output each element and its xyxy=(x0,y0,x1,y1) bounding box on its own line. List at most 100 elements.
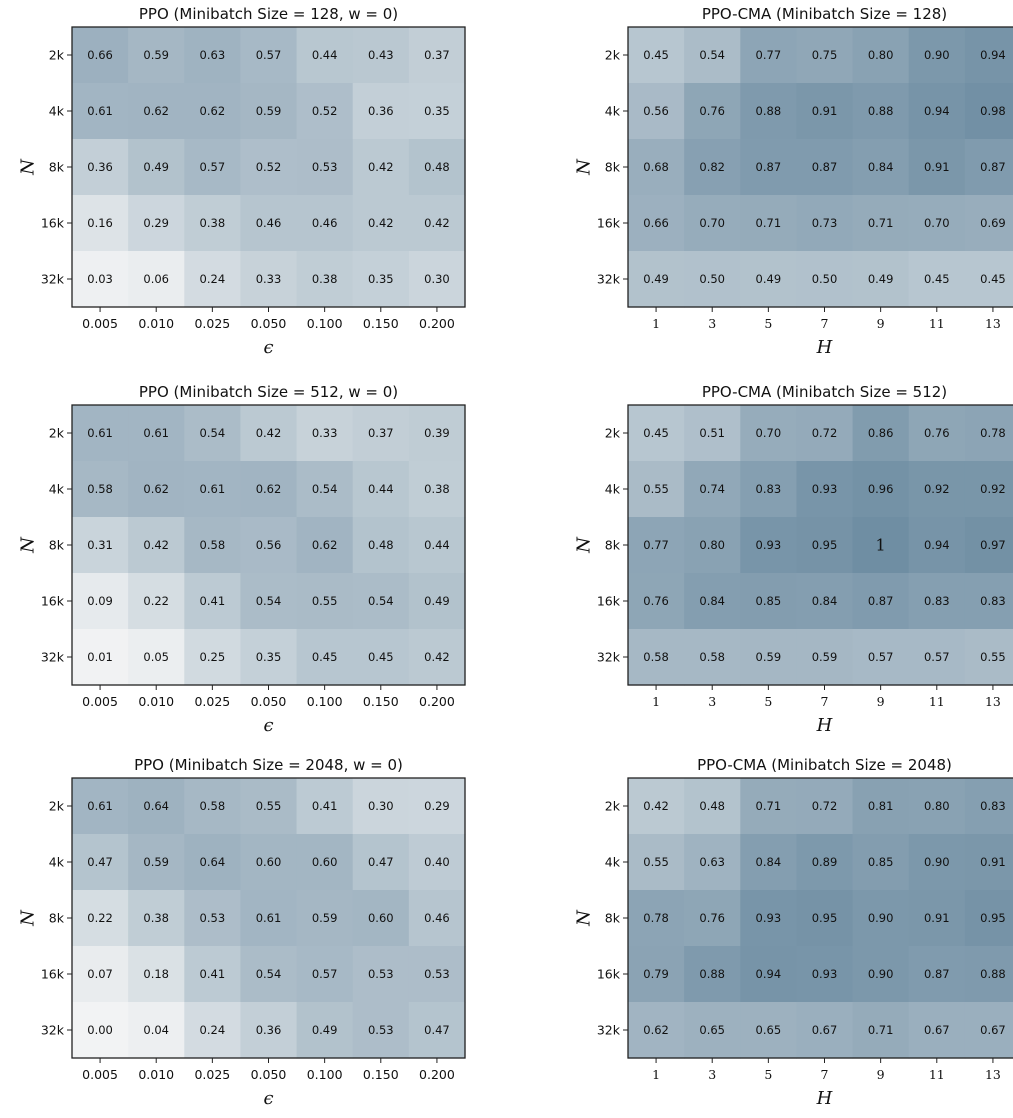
cell-value-label: 0.42 xyxy=(256,426,282,440)
cell-value-label: 0.57 xyxy=(924,650,950,664)
heatmap-cell xyxy=(296,946,354,1003)
heatmap-cell xyxy=(72,251,129,308)
y-axis-label: N xyxy=(18,536,39,554)
heatmap-cell xyxy=(72,946,129,1003)
heatmap-cell xyxy=(628,461,685,518)
heatmap-cell xyxy=(128,27,185,84)
cell-value-label: 0.61 xyxy=(87,799,113,813)
cell-value-label: 0.91 xyxy=(924,160,950,174)
cell-value-label: 0.33 xyxy=(256,272,282,286)
heatmap-cell xyxy=(240,405,298,462)
cell-value-label: 0.59 xyxy=(312,911,338,925)
heatmap-cell xyxy=(352,778,410,835)
heatmap-cell xyxy=(240,461,298,518)
cell-value-label: 0.84 xyxy=(699,594,725,608)
heatmap-cell xyxy=(852,405,910,462)
cell-value-label: 0.94 xyxy=(924,538,950,552)
heatmap-cell xyxy=(684,83,741,140)
cell-value-label: 0.65 xyxy=(699,1023,725,1037)
heatmap-cell xyxy=(408,1002,466,1059)
cell-value-label: 0.53 xyxy=(424,967,450,981)
cell-value-label: 0.01 xyxy=(87,650,113,664)
cell-value-label: 0.07 xyxy=(87,967,113,981)
cell-value-label: 0.84 xyxy=(812,594,838,608)
y-tick-label: 2k xyxy=(49,426,65,441)
heatmap-cell xyxy=(684,517,741,574)
x-tick-label: 0.150 xyxy=(363,316,399,331)
heatmap-cell xyxy=(184,517,242,574)
cell-value-label: 0.47 xyxy=(87,855,113,869)
y-tick-label: 8k xyxy=(605,911,621,926)
cell-value-label: 0.91 xyxy=(812,104,838,118)
heatmap-cell xyxy=(684,27,741,84)
cell-value-label: 0.62 xyxy=(143,104,169,118)
x-tick-label: 0.025 xyxy=(194,1067,230,1082)
x-tick-label: 13 xyxy=(985,316,1001,331)
heatmap-cell xyxy=(740,834,798,891)
cell-value-label: 0.87 xyxy=(924,967,950,981)
cell-value-label: 0.53 xyxy=(368,967,394,981)
cell-value-label: 0.83 xyxy=(980,799,1006,813)
cell-value-label: 0.18 xyxy=(143,967,169,981)
heatmap-cell xyxy=(628,890,685,947)
heatmap-cell xyxy=(908,195,966,252)
cell-value-label: 0.94 xyxy=(756,967,782,981)
heatmap-cell xyxy=(964,461,1013,518)
heatmap-cell xyxy=(852,461,910,518)
cell-value-label: 0.79 xyxy=(643,967,669,981)
cell-value-label: 0.55 xyxy=(643,855,669,869)
cell-value-label: 0.25 xyxy=(200,650,226,664)
heatmap-cell xyxy=(908,139,966,196)
cell-value-label: 0.54 xyxy=(256,594,282,608)
cell-value-label: 0.86 xyxy=(868,426,894,440)
cell-value-label: 0.05 xyxy=(143,650,169,664)
x-tick-label: 7 xyxy=(821,1067,829,1082)
y-axis-label: N xyxy=(574,158,595,176)
x-tick-label: 0.010 xyxy=(138,316,174,331)
cell-value-label: 0.37 xyxy=(424,48,450,62)
cell-value-label: 0.62 xyxy=(200,104,226,118)
cell-value-label: 0.93 xyxy=(812,482,838,496)
cell-value-label: 0.09 xyxy=(87,594,113,608)
heatmap-cell xyxy=(964,834,1013,891)
heatmap-cell xyxy=(964,83,1013,140)
cell-value-label: 0.46 xyxy=(312,216,338,230)
heatmap-cell xyxy=(184,461,242,518)
cell-value-label: 0.84 xyxy=(756,855,782,869)
heatmap-cell xyxy=(408,405,466,462)
heatmap-cell xyxy=(128,834,185,891)
x-tick-label: 11 xyxy=(929,1067,945,1082)
heatmap-cell xyxy=(964,946,1013,1003)
x-tick-label: 13 xyxy=(985,694,1001,709)
heatmap-cell xyxy=(296,405,354,462)
heatmap-cell xyxy=(352,83,410,140)
heatmap-cell xyxy=(852,629,910,686)
cell-value-label: 0.24 xyxy=(200,1023,226,1037)
heatmap-cell xyxy=(684,405,741,462)
cell-value-label: 0.80 xyxy=(868,48,894,62)
cell-value-label: 0.87 xyxy=(812,160,838,174)
x-tick-label: 0.005 xyxy=(82,694,118,709)
heatmap-panel: 0.45 0.51 0.70 0.72 0.86 0.76 0.78 0.55 0.74 0.83… xyxy=(574,383,1013,736)
cell-value-label: 0.56 xyxy=(256,538,282,552)
cell-value-label: 0.62 xyxy=(143,482,169,496)
cell-value-label: 0.73 xyxy=(812,216,838,230)
cell-value-label: 0.61 xyxy=(200,482,226,496)
heatmap-cell xyxy=(684,946,741,1003)
cell-value-label: 0.60 xyxy=(312,855,338,869)
heatmap-cell xyxy=(296,251,354,308)
cell-value-label: 0.87 xyxy=(756,160,782,174)
heatmap-cell xyxy=(352,517,410,574)
heatmap-cell xyxy=(796,27,854,84)
cell-value-label: 0.55 xyxy=(312,594,338,608)
cell-value-label: 0.48 xyxy=(699,799,725,813)
heatmap-cell xyxy=(684,573,741,630)
cell-value-label: 0.91 xyxy=(924,911,950,925)
heatmap-cell xyxy=(128,83,185,140)
cell-value-label: 0.83 xyxy=(924,594,950,608)
cell-value-label: 0.83 xyxy=(980,594,1006,608)
cell-value-label: 0.38 xyxy=(200,216,226,230)
chart-title: PPO (Minibatch Size = 128, w = 0) xyxy=(139,5,398,23)
heatmap-panel: 0.61 0.61 0.54 0.42 0.33 0.37 0.39 0.58 0.62 0.61… xyxy=(18,383,466,736)
